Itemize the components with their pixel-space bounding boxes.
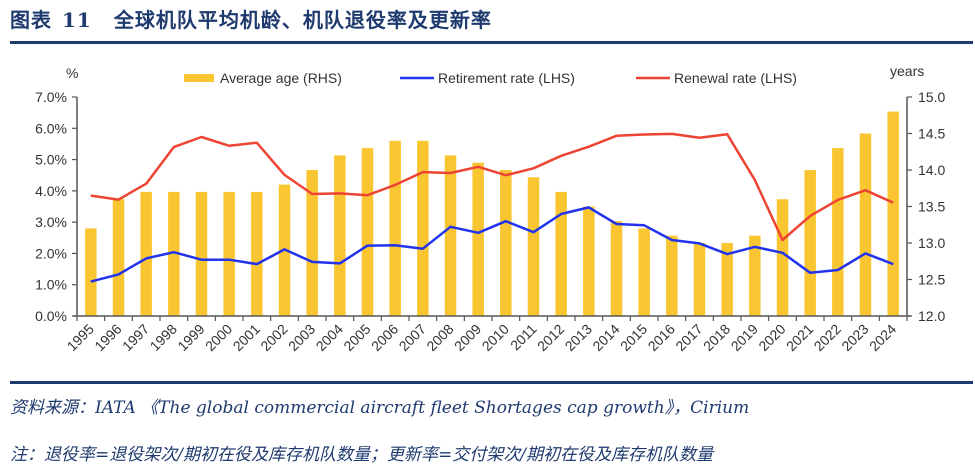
bar-average-age-1996 xyxy=(112,199,125,316)
right-tick-label: 13.0 xyxy=(918,235,945,251)
x-tick-label: 2012 xyxy=(534,321,567,354)
footer-divider xyxy=(10,381,973,384)
x-tick-label: 2021 xyxy=(783,321,816,354)
bar-average-age-2016 xyxy=(666,235,678,316)
right-tick-label: 12.5 xyxy=(918,272,945,288)
x-tick-label: 1998 xyxy=(147,321,180,354)
bar-average-age-2014 xyxy=(610,221,623,316)
bar-average-age-2006 xyxy=(389,140,401,316)
bar-average-age-1997 xyxy=(140,191,152,316)
x-tick-label: 2010 xyxy=(479,321,512,354)
bar-average-age-2013 xyxy=(583,206,595,316)
legend: Average age (RHS) Retirement rate (LHS) … xyxy=(184,70,797,86)
x-tick-label: 2022 xyxy=(811,321,844,354)
right-tick-label: 14.5 xyxy=(918,126,945,142)
x-tick-label: 2018 xyxy=(700,321,733,354)
x-tick-label: 2024 xyxy=(866,321,899,354)
line-retirement-rate xyxy=(90,206,894,283)
left-tick-label: 5.0% xyxy=(35,152,67,168)
x-tick-label: 2004 xyxy=(313,321,346,354)
legend-label-renewal-rate: Renewal rate (LHS) xyxy=(674,70,797,86)
right-tick-label: 15.0 xyxy=(918,89,945,105)
source-text: 资料来源：IATA 《The global commercial aircraf… xyxy=(10,398,750,418)
x-tick-label: 2013 xyxy=(562,321,595,354)
x-tick-label: 2007 xyxy=(396,321,429,354)
bar-average-age-2021 xyxy=(804,170,816,316)
bar-average-age-2017 xyxy=(693,243,706,316)
right-axis-unit: years xyxy=(890,63,924,79)
x-tick-label: 1995 xyxy=(64,321,97,354)
x-tick-label: 2006 xyxy=(368,321,401,354)
bar-average-age-2019 xyxy=(749,235,761,316)
right-tick-label: 12.0 xyxy=(918,308,945,324)
bar-average-age-2004 xyxy=(334,155,346,316)
bar-average-age-1995 xyxy=(85,228,97,316)
left-tick-label: 6.0% xyxy=(35,120,67,136)
bar-series-average-age xyxy=(85,111,899,316)
bar-average-age-1998 xyxy=(168,191,180,316)
note-text: 注：退役率=退役架次/期初在役及库存机队数量；更新率=交付架次/期初在役及库存机… xyxy=(10,445,713,465)
bar-average-age-2005 xyxy=(361,148,374,316)
figure-number: 11 xyxy=(62,8,92,32)
left-axis-unit: % xyxy=(66,65,78,81)
x-tick-label: 2020 xyxy=(755,321,788,354)
bar-average-age-2015 xyxy=(638,228,650,316)
chart: Average age (RHS) Retirement rate (LHS) … xyxy=(35,63,945,354)
x-tick-label: 2002 xyxy=(257,321,290,354)
right-axis-ticks: 12.0 12.5 13.0 13.5 14.0 14.5 15.0 xyxy=(907,89,945,324)
bar-average-age-2007 xyxy=(417,140,429,316)
legend-swatch-average-age xyxy=(184,74,214,82)
line-renewal-rate xyxy=(90,132,894,242)
left-tick-label: 3.0% xyxy=(35,214,67,230)
x-tick-label: 2023 xyxy=(838,321,871,354)
bar-average-age-2008 xyxy=(444,155,457,316)
figure-label: 图表 xyxy=(10,8,52,32)
left-tick-label: 2.0% xyxy=(35,245,67,261)
bar-average-age-2001 xyxy=(251,191,263,316)
x-tick-label: 2019 xyxy=(728,321,761,354)
x-tick-label: 1999 xyxy=(174,321,207,354)
x-tick-label: 2008 xyxy=(423,321,456,354)
x-tick-label: 2003 xyxy=(285,321,318,354)
bar-average-age-2012 xyxy=(555,191,567,316)
left-tick-label: 0.0% xyxy=(35,308,67,324)
x-axis-ticks: 1995199619971998199920002001200220032004… xyxy=(64,316,908,354)
x-tick-label: 2000 xyxy=(202,321,235,354)
x-tick-label: 2001 xyxy=(230,321,263,354)
legend-label-retirement-rate: Retirement rate (LHS) xyxy=(438,70,575,86)
x-tick-label: 2009 xyxy=(451,321,484,354)
right-tick-label: 13.5 xyxy=(918,199,945,215)
left-tick-label: 4.0% xyxy=(35,183,67,199)
bar-average-age-2003 xyxy=(306,170,318,316)
left-tick-label: 1.0% xyxy=(35,277,67,293)
bar-average-age-2010 xyxy=(500,170,512,316)
bar-average-age-2009 xyxy=(472,162,484,316)
x-tick-label: 2015 xyxy=(617,321,650,354)
left-axis-ticks: 0.0% 1.0% 2.0% 3.0% 4.0% 5.0% 6.0% 7.0% xyxy=(35,89,77,324)
x-tick-label: 2016 xyxy=(645,321,678,354)
bar-average-age-1999 xyxy=(195,191,208,316)
bar-average-age-2022 xyxy=(832,148,844,316)
right-tick-label: 14.0 xyxy=(918,162,945,178)
bar-average-age-2024 xyxy=(887,111,899,316)
x-tick-label: 2017 xyxy=(672,321,705,354)
title-divider xyxy=(10,41,973,44)
bar-average-age-2011 xyxy=(527,177,540,316)
x-tick-label: 2014 xyxy=(589,321,622,354)
bar-average-age-2000 xyxy=(223,191,235,316)
bar-average-age-2023 xyxy=(859,133,872,316)
x-tick-label: 2005 xyxy=(340,321,373,354)
left-tick-label: 7.0% xyxy=(35,89,67,105)
bar-average-age-2020 xyxy=(776,199,789,316)
bar-average-age-2018 xyxy=(721,243,733,316)
x-tick-label: 2011 xyxy=(507,321,540,354)
figure-title-text: 全球机队平均机龄、机队退役率及更新率 xyxy=(113,8,492,32)
figure-title: 图表 11 全球机队平均机龄、机队退役率及更新率 xyxy=(10,4,492,33)
x-tick-label: 1997 xyxy=(119,321,152,354)
x-tick-label: 1996 xyxy=(91,321,124,354)
legend-label-average-age: Average age (RHS) xyxy=(220,70,342,86)
line-series xyxy=(90,132,894,283)
